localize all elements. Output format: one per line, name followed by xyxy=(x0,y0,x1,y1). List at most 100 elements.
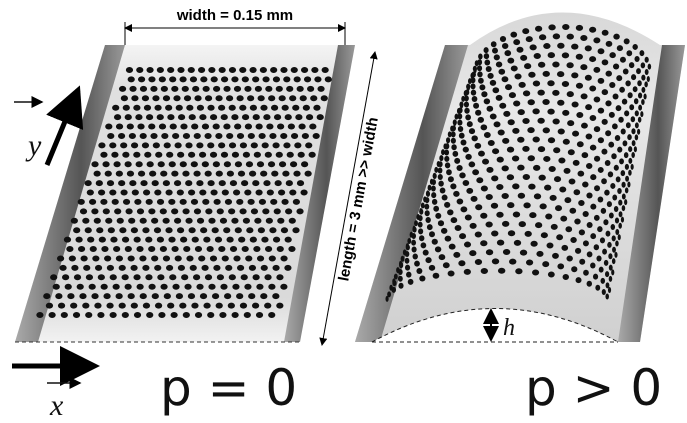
hole xyxy=(296,180,305,187)
hole xyxy=(474,231,482,238)
hole xyxy=(182,170,190,177)
hole xyxy=(507,202,515,209)
hole xyxy=(625,175,629,182)
hole xyxy=(490,41,497,48)
hole xyxy=(610,182,616,189)
hole xyxy=(179,198,187,205)
hole xyxy=(196,217,205,224)
hole xyxy=(152,95,160,102)
hole xyxy=(184,283,192,290)
hole xyxy=(537,146,546,153)
hole xyxy=(174,142,182,149)
hole xyxy=(478,150,485,157)
hole xyxy=(543,43,551,50)
hole xyxy=(277,217,285,224)
hole xyxy=(139,85,148,92)
hole xyxy=(491,175,499,182)
hole xyxy=(503,110,511,117)
hole xyxy=(480,124,488,131)
hole xyxy=(631,74,637,81)
hole xyxy=(120,142,128,149)
hole xyxy=(79,208,88,215)
hole xyxy=(131,189,139,196)
hole xyxy=(646,75,650,82)
hole xyxy=(187,293,196,300)
hole xyxy=(130,302,138,309)
hole xyxy=(456,198,464,205)
hole xyxy=(305,114,314,121)
hole xyxy=(159,208,167,215)
hole xyxy=(624,199,628,206)
hole xyxy=(233,255,241,262)
hole xyxy=(109,142,117,149)
hole xyxy=(232,283,240,290)
hole xyxy=(148,283,156,290)
hole xyxy=(243,312,251,318)
hole xyxy=(162,255,171,262)
hole xyxy=(629,104,635,111)
hole xyxy=(154,104,162,111)
hole xyxy=(407,278,414,285)
hole xyxy=(272,293,280,300)
hole xyxy=(165,264,174,271)
hole xyxy=(571,101,579,108)
hole xyxy=(507,230,516,237)
hole xyxy=(542,127,550,134)
hole xyxy=(404,251,410,258)
hole xyxy=(109,189,117,196)
hole xyxy=(513,100,521,107)
hole xyxy=(510,31,518,38)
hole xyxy=(196,142,204,149)
hole xyxy=(180,123,188,130)
hole xyxy=(416,267,423,274)
hole xyxy=(102,161,110,168)
hole xyxy=(264,274,272,281)
hole xyxy=(194,95,202,102)
hole xyxy=(450,137,456,144)
hole xyxy=(483,132,491,139)
hole xyxy=(567,120,575,127)
hole xyxy=(225,264,233,271)
hole xyxy=(170,312,178,318)
hole xyxy=(451,144,457,151)
hole xyxy=(92,255,100,262)
hole xyxy=(162,180,170,187)
hole xyxy=(156,236,165,243)
hole xyxy=(136,67,144,73)
hole xyxy=(542,261,550,268)
hole xyxy=(647,63,652,70)
hole xyxy=(218,180,226,187)
hole xyxy=(641,74,646,81)
hole xyxy=(232,189,241,196)
hole xyxy=(316,114,324,121)
hole xyxy=(265,217,273,224)
hole xyxy=(139,217,147,224)
hole xyxy=(163,142,171,149)
hole xyxy=(634,56,640,63)
hole xyxy=(463,241,472,248)
hole xyxy=(320,95,328,102)
hole xyxy=(501,76,509,83)
hole xyxy=(644,56,649,63)
hole xyxy=(137,123,145,130)
hole xyxy=(596,255,602,262)
hole xyxy=(549,194,557,201)
hole xyxy=(640,62,646,69)
hole xyxy=(630,163,634,170)
hole xyxy=(181,274,189,281)
hole xyxy=(196,104,205,111)
hole xyxy=(545,213,553,220)
hole xyxy=(177,67,185,73)
right-condition: p > 0 xyxy=(525,359,662,417)
hole xyxy=(612,63,620,70)
hole xyxy=(593,214,600,221)
hole xyxy=(498,68,506,75)
hole xyxy=(582,240,589,247)
hole xyxy=(174,255,182,262)
hole xyxy=(36,312,44,318)
hole xyxy=(115,255,123,262)
hole xyxy=(612,246,616,253)
hole xyxy=(180,236,188,243)
hole xyxy=(522,90,531,97)
hole xyxy=(556,234,564,241)
